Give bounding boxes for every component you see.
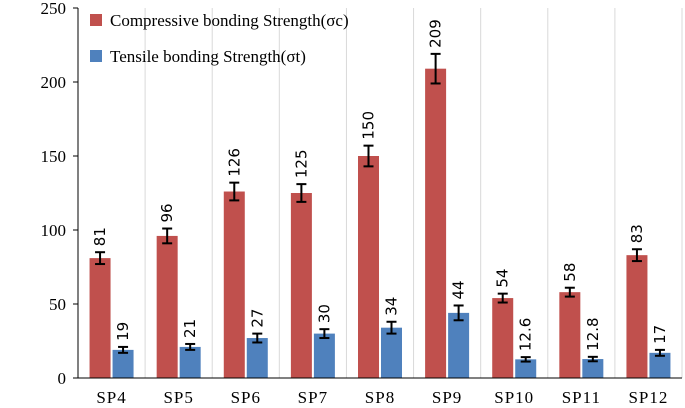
data-label: 209 [427, 19, 445, 48]
data-label: 27 [248, 309, 266, 328]
bar-compressive [559, 292, 581, 378]
bar-tensile [112, 349, 134, 378]
data-label: 34 [383, 297, 401, 316]
bar-compressive [290, 193, 312, 378]
data-label: 30 [315, 304, 333, 323]
bars [89, 68, 671, 379]
y-tick-label: 250 [41, 0, 67, 18]
x-category-label: SP7 [298, 388, 328, 407]
data-labels: 81 19 96 21 126 27 125 30 150 34 209 44 54 12.6 58 12.8… [91, 19, 669, 351]
bar-tensile [313, 333, 335, 378]
x-category-label: SP8 [365, 388, 395, 407]
bar-tensile [515, 359, 537, 378]
bar-tensile [179, 346, 201, 378]
legend-label: Compressive bonding Strength(σc) [110, 11, 349, 30]
bar-compressive [626, 255, 648, 378]
data-label: 83 [628, 224, 646, 243]
bar-compressive [358, 156, 379, 378]
bar-tensile [448, 312, 470, 378]
y-tick-label: 200 [41, 73, 67, 92]
bar-compressive [223, 191, 245, 378]
gridlines [144, 8, 683, 378]
bar-tensile [582, 359, 604, 378]
x-category-label: SP9 [432, 388, 462, 407]
data-label: 17 [651, 325, 669, 344]
legend-swatch [90, 50, 102, 62]
data-label: 126 [225, 148, 243, 177]
y-tick-label: 150 [41, 147, 67, 166]
x-category-label: SP4 [96, 388, 126, 407]
legend-label: Tensile bonding Strength(σt) [110, 47, 306, 66]
data-label: 96 [158, 203, 176, 222]
x-category-label: SP6 [231, 388, 261, 407]
bar-compressive [492, 298, 514, 378]
data-label: 21 [181, 319, 199, 338]
data-label: 150 [360, 111, 378, 140]
bar-tensile [649, 352, 671, 378]
error-bars [95, 52, 665, 363]
x-category-label: SP5 [163, 388, 193, 407]
bar-compressive [89, 258, 111, 378]
bar-compressive [425, 68, 447, 379]
data-label: 54 [494, 269, 512, 288]
y-tick-label: 50 [49, 295, 66, 314]
data-label: 12.6 [517, 318, 535, 351]
axes [77, 8, 682, 379]
data-label: 81 [91, 227, 109, 246]
bar-compressive [156, 235, 178, 378]
x-category-label: SP12 [628, 388, 668, 407]
data-label: 125 [292, 149, 310, 178]
x-category-label: SP10 [494, 388, 534, 407]
legend: Compressive bonding Strength(σc) Tensile … [90, 11, 349, 66]
y-tick-label: 0 [58, 369, 67, 388]
bar-tensile [381, 327, 402, 378]
data-label: 19 [114, 322, 132, 341]
y-tick-label: 100 [41, 221, 67, 240]
x-axis-categories: SP4 SP5 SP6 SP7 SP8 SP9 SP10 SP11 SP12 [96, 388, 668, 407]
data-label: 12.8 [584, 317, 602, 350]
x-category-label: SP11 [562, 388, 601, 407]
legend-swatch [90, 14, 102, 26]
bar-tensile [246, 338, 268, 378]
data-label: 58 [561, 263, 579, 282]
data-label: 44 [450, 280, 468, 299]
y-axis-ticks: 0 50 100 150 200 250 [41, 0, 78, 388]
